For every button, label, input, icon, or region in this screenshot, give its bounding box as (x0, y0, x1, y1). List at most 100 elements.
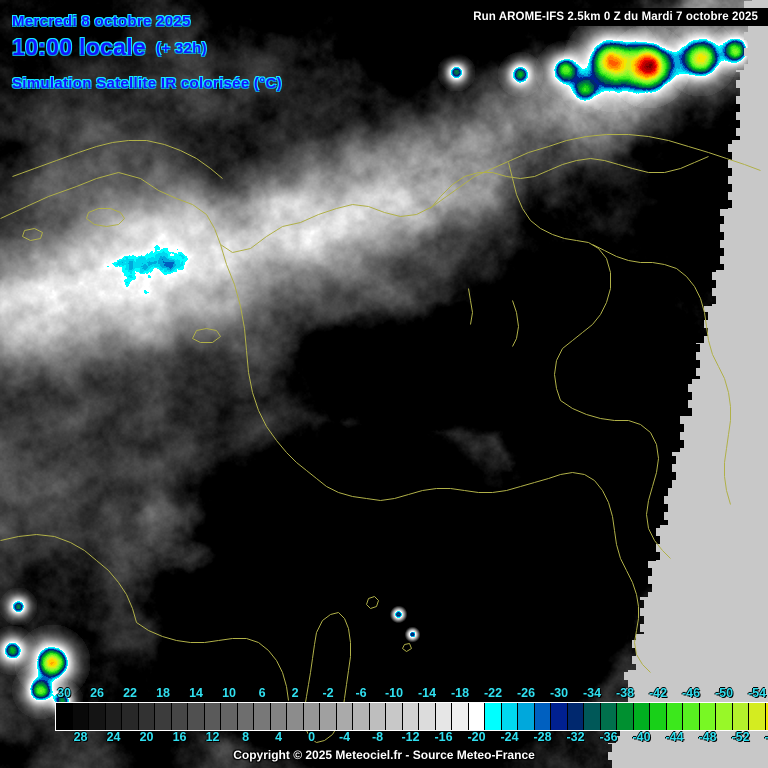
colorbar-cell (56, 703, 73, 730)
colorbar-cell (336, 703, 353, 730)
colorbar-cell (551, 703, 568, 730)
scale-tick-label: -56 (765, 730, 768, 744)
colorbar-cell (171, 703, 188, 730)
scale-tick-label: -8 (372, 730, 384, 744)
colorbar-cell (155, 703, 172, 730)
scale-tick-label: 20 (139, 730, 154, 744)
product-title-label: Simulation Satellite IR colorisée (°C) (12, 75, 282, 92)
model-run-banner: Run AROME-IFS 2.5km 0 Z du Mardi 7 octob… (463, 8, 768, 26)
scale-tick-label: 2 (291, 686, 299, 700)
colorbar-cell (270, 703, 287, 730)
colorbar-cell (105, 703, 122, 730)
temperature-scale: 30 26 22 18 14 10 6 2 -2 -6 -10 -14 -18 -22 -26 -30 -34-… (0, 686, 768, 768)
scale-tick-label: 18 (156, 686, 171, 700)
scale-tick-label: -2 (322, 686, 334, 700)
scale-tick-label: -4 (339, 730, 351, 744)
colorbar-cell (435, 703, 452, 730)
scale-tick-label: -12 (401, 730, 420, 744)
colorbar-cell (188, 703, 205, 730)
colorbar-cell (666, 703, 683, 730)
scale-tick-label: -20 (467, 730, 486, 744)
scale-tick-label: 26 (90, 686, 105, 700)
colorbar-cell (534, 703, 551, 730)
colorbar-cell (633, 703, 650, 730)
scale-tick-label: -36 (599, 730, 618, 744)
colorbar-cell (650, 703, 667, 730)
forecast-time-value: 10:00 locale (12, 34, 147, 60)
scale-tick-label: -42 (649, 686, 668, 700)
colorbar-cell (204, 703, 221, 730)
colorbar-cell (699, 703, 716, 730)
forecast-lead-time: (+ 32h) (156, 40, 207, 57)
colorbar-cell (765, 703, 768, 730)
scale-tick-label: -40 (632, 730, 651, 744)
scale-tick-label: -52 (731, 730, 750, 744)
scale-tick-label: -28 (533, 730, 552, 744)
scale-tick-label: -18 (451, 686, 470, 700)
temperature-colorbar (55, 702, 768, 731)
colorbar-cell (683, 703, 700, 730)
colorbar-cell (749, 703, 766, 730)
scale-tick-label: -38 (616, 686, 635, 700)
colorbar-cell (138, 703, 155, 730)
forecast-date-label: Mercredi 8 octobre 2025 (12, 13, 191, 30)
colorbar-cell (369, 703, 386, 730)
colorbar-cell (567, 703, 584, 730)
scale-tick-label: -46 (682, 686, 701, 700)
scale-tick-label: 24 (106, 730, 121, 744)
colorbar-cell (237, 703, 254, 730)
colorbar-cell (254, 703, 271, 730)
colorbar-cell (72, 703, 89, 730)
scale-tick-label: -48 (698, 730, 717, 744)
scale-tick-label: 22 (123, 686, 138, 700)
scale-tick-label: -16 (434, 730, 453, 744)
scale-tick-label: -26 (517, 686, 536, 700)
scale-tick-label: 28 (73, 730, 88, 744)
colorbar-cell (501, 703, 518, 730)
scale-tick-label: -24 (500, 730, 519, 744)
scale-tick-label: -14 (418, 686, 437, 700)
colorbar-cell (584, 703, 601, 730)
forecast-time-label: 10:00 locale (+ 32h) (12, 34, 207, 61)
scale-tick-label: 8 (242, 730, 250, 744)
scale-tick-label: -22 (484, 686, 503, 700)
scale-tick-label: -50 (715, 686, 734, 700)
colorbar-cell (122, 703, 139, 730)
scale-tick-label: 6 (258, 686, 266, 700)
scale-tick-label: -34 (583, 686, 602, 700)
colorbar-cell (452, 703, 469, 730)
scale-tick-label: 0 (308, 730, 316, 744)
scale-tick-label: -30 (550, 686, 569, 700)
colorbar-cell (518, 703, 535, 730)
scale-tick-label: 12 (205, 730, 220, 744)
colorbar-cell (716, 703, 733, 730)
colorbar-cell (732, 703, 749, 730)
scale-tick-label: -54 (748, 686, 767, 700)
colorbar-cell (468, 703, 485, 730)
scale-labels-top-row: 30 26 22 18 14 10 6 2 -2 -6 -10 -14 -18 -22 -26 -30 -34-… (0, 686, 768, 702)
copyright-label: Copyright © 2025 Meteociel.fr - Source M… (233, 748, 535, 762)
colorbar-cell (287, 703, 304, 730)
scale-tick-label: 30 (57, 686, 72, 700)
colorbar-cell (485, 703, 502, 730)
scale-tick-label: -10 (385, 686, 404, 700)
colorbar-cell (386, 703, 403, 730)
scale-tick-label: 16 (172, 730, 187, 744)
scale-labels-bottom-row: 28 24 20 16 12 8 4 0 -4 -8 -12 -16 -20 -24 -28 -32 -36 -4… (0, 730, 768, 746)
colorbar-cell (221, 703, 238, 730)
scale-tick-label: 14 (189, 686, 204, 700)
scale-tick-label: -32 (566, 730, 585, 744)
scale-tick-label: -6 (355, 686, 367, 700)
scale-tick-label: 10 (222, 686, 237, 700)
scale-tick-label: -44 (665, 730, 684, 744)
colorbar-cell (320, 703, 337, 730)
colorbar-cell (89, 703, 106, 730)
colorbar-cell (402, 703, 419, 730)
colorbar-cell (303, 703, 320, 730)
colorbar-cell (353, 703, 370, 730)
colorbar-cell (617, 703, 634, 730)
colorbar-cell (600, 703, 617, 730)
